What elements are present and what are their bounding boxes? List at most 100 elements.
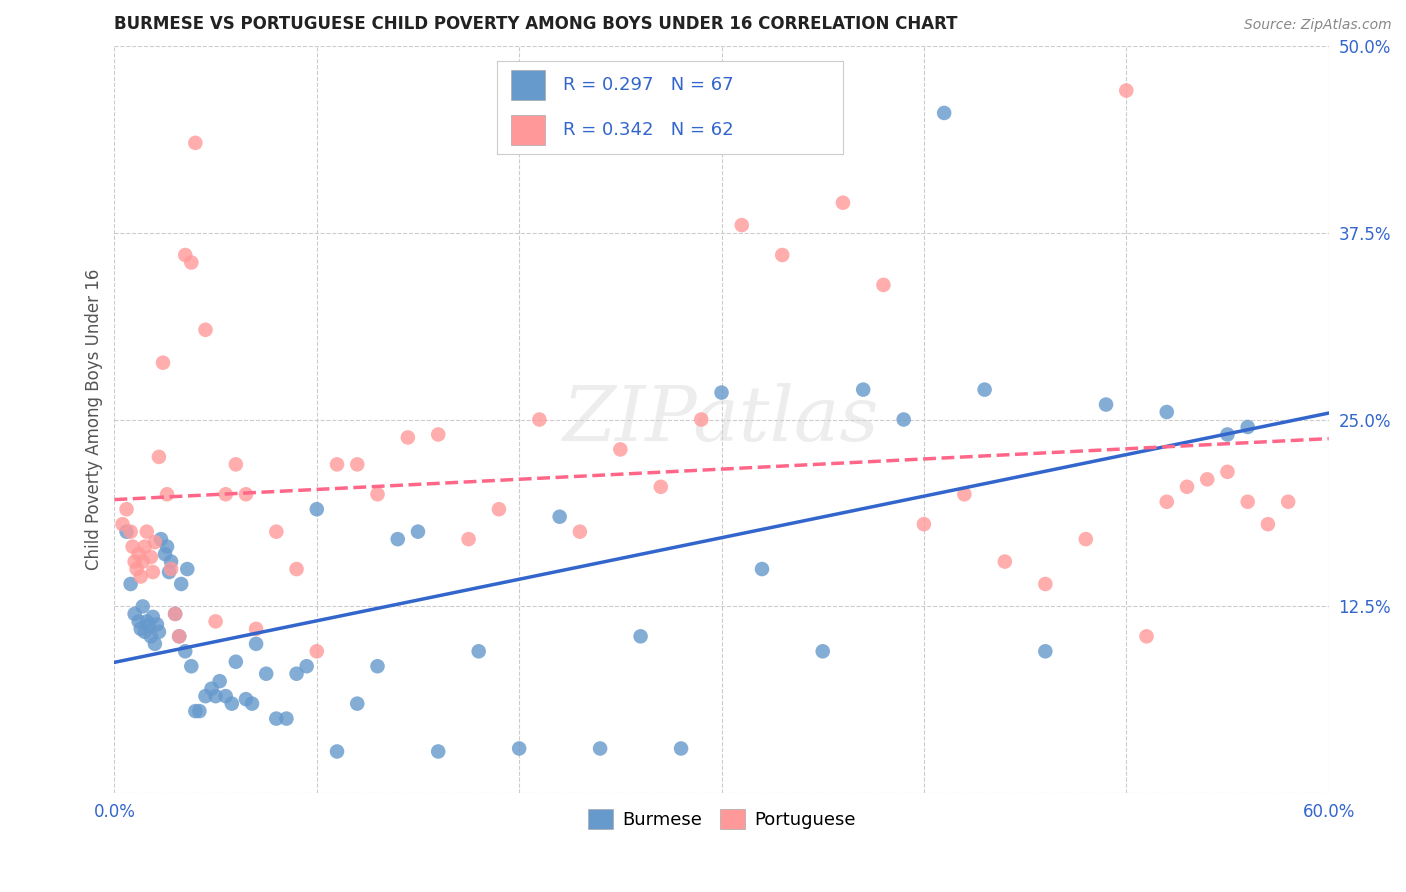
Point	[111, 517, 134, 532]
Point	[548, 509, 571, 524]
Point	[266, 712, 288, 726]
Point	[235, 487, 257, 501]
Point	[204, 689, 226, 703]
Point	[134, 540, 156, 554]
Point	[346, 697, 368, 711]
Point	[396, 430, 419, 444]
Point	[457, 532, 479, 546]
Point	[609, 442, 631, 457]
Point	[811, 644, 834, 658]
Point	[1216, 465, 1239, 479]
Text: ZIPatlas: ZIPatlas	[564, 383, 880, 457]
Point	[176, 562, 198, 576]
Point	[852, 383, 875, 397]
Point	[139, 629, 162, 643]
Point	[508, 741, 530, 756]
Point	[254, 666, 277, 681]
Point	[148, 624, 170, 639]
Point	[690, 412, 713, 426]
Point	[115, 502, 138, 516]
Text: BURMESE VS PORTUGUESE CHILD POVERTY AMONG BOYS UNDER 16 CORRELATION CHART: BURMESE VS PORTUGUESE CHILD POVERTY AMON…	[114, 15, 957, 33]
Text: Source: ZipAtlas.com: Source: ZipAtlas.com	[1244, 18, 1392, 32]
Point	[194, 323, 217, 337]
Point	[1033, 577, 1056, 591]
Legend: Burmese, Portuguese: Burmese, Portuguese	[581, 801, 863, 837]
Point	[115, 524, 138, 539]
Point	[770, 248, 793, 262]
Point	[366, 487, 388, 501]
Point	[285, 666, 308, 681]
Point	[152, 356, 174, 370]
Point	[174, 644, 197, 658]
Point	[427, 427, 450, 442]
Point	[366, 659, 388, 673]
Point	[129, 569, 152, 583]
Point	[208, 674, 231, 689]
Point	[180, 659, 202, 673]
Point	[167, 629, 190, 643]
Point	[120, 524, 142, 539]
Point	[832, 195, 855, 210]
Point	[132, 599, 155, 614]
Point	[215, 689, 238, 703]
Point	[142, 610, 165, 624]
Point	[124, 555, 146, 569]
Point	[994, 555, 1017, 569]
Point	[180, 255, 202, 269]
Point	[1236, 420, 1258, 434]
Point	[132, 555, 155, 569]
Point	[188, 704, 211, 718]
Point	[406, 524, 429, 539]
Point	[174, 248, 197, 262]
Point	[326, 744, 349, 758]
Point	[165, 607, 187, 621]
Point	[165, 607, 187, 621]
Point	[128, 615, 150, 629]
Point	[893, 412, 915, 426]
Point	[200, 681, 222, 696]
Point	[235, 692, 257, 706]
Y-axis label: Child Poverty Among Boys Under 16: Child Poverty Among Boys Under 16	[86, 268, 103, 570]
Point	[529, 412, 551, 426]
Point	[143, 535, 166, 549]
Point	[650, 480, 672, 494]
Point	[128, 547, 150, 561]
Point	[568, 524, 591, 539]
Point	[1074, 532, 1097, 546]
Point	[225, 655, 247, 669]
Point	[305, 502, 328, 516]
Point	[1095, 398, 1118, 412]
Point	[148, 450, 170, 464]
Point	[326, 458, 349, 472]
Point	[630, 629, 652, 643]
Point	[156, 487, 179, 501]
Point	[305, 644, 328, 658]
Point	[135, 524, 157, 539]
Point	[120, 577, 142, 591]
Point	[1033, 644, 1056, 658]
Point	[125, 562, 148, 576]
Point	[129, 622, 152, 636]
Point	[427, 744, 450, 758]
Point	[488, 502, 510, 516]
Point	[953, 487, 976, 501]
Point	[157, 565, 180, 579]
Point	[184, 704, 207, 718]
Point	[1135, 629, 1157, 643]
Point	[194, 689, 217, 703]
Point	[143, 637, 166, 651]
Point	[167, 629, 190, 643]
Point	[138, 619, 160, 633]
Point	[215, 487, 238, 501]
Point	[170, 577, 193, 591]
Point	[240, 697, 263, 711]
Point	[146, 617, 169, 632]
Point	[225, 458, 247, 472]
Point	[1216, 427, 1239, 442]
Point	[346, 458, 368, 472]
Point	[467, 644, 489, 658]
Point	[160, 562, 183, 576]
Point	[221, 697, 243, 711]
Point	[1156, 405, 1178, 419]
Point	[912, 517, 935, 532]
